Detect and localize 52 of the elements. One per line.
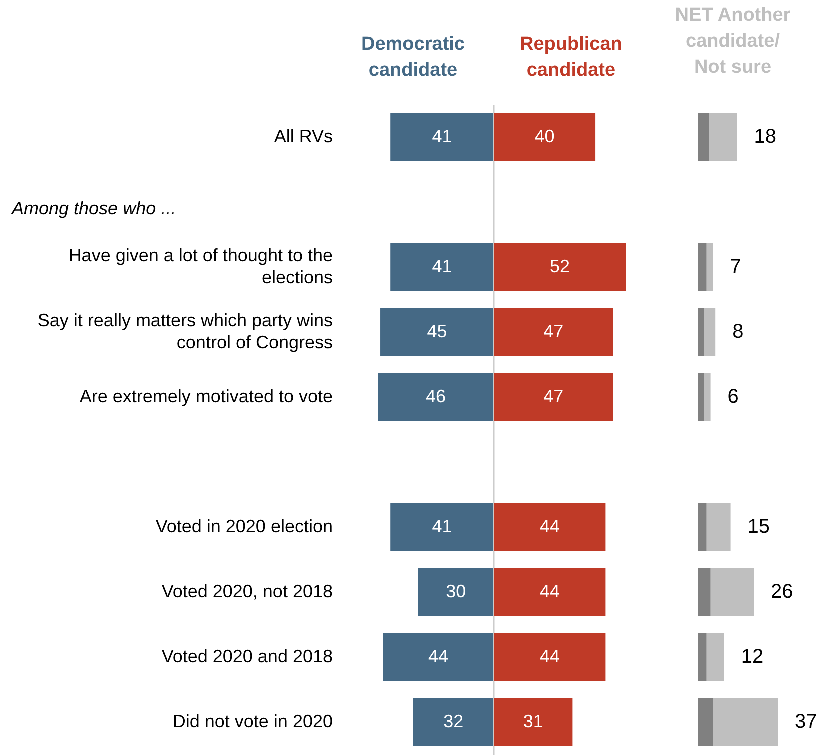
annotation: 15 xyxy=(748,516,770,538)
bar xyxy=(706,633,724,682)
bar xyxy=(704,373,711,422)
y-tick-label: Have given a lot of thought to the elections xyxy=(68,246,333,288)
data-label: 46 xyxy=(426,386,446,406)
chart-title: NET Another candidate/ Not sure xyxy=(674,4,792,80)
annotation: 7 xyxy=(730,256,742,278)
y-tick-label: Say it really matters which party wins control of Congress xyxy=(38,310,333,352)
data-label: 41 xyxy=(432,256,452,276)
data-label: 45 xyxy=(427,321,448,342)
annotation: 6 xyxy=(728,386,739,408)
data-label: 40 xyxy=(534,126,555,146)
annotation: 26 xyxy=(771,581,794,604)
bar xyxy=(706,503,731,552)
series-label: Democratic candidate xyxy=(362,33,465,83)
bar xyxy=(706,243,714,292)
annotation: 8 xyxy=(732,321,744,344)
bar xyxy=(698,633,707,682)
data-label: 44 xyxy=(428,646,449,666)
y-tick-label: Voted 2020 and 2018 xyxy=(162,646,333,666)
text: 37 xyxy=(795,711,818,734)
y-tick-label: Are extremely motivated to vote xyxy=(80,386,333,406)
annotation: 12 xyxy=(741,646,764,668)
y-tick-label: All RVs xyxy=(274,126,333,146)
bar xyxy=(698,113,710,162)
annotation: 18 xyxy=(754,126,776,148)
data-label: 44 xyxy=(540,646,560,666)
y-tick-label: Did not vote in 2020 xyxy=(172,711,333,732)
data-label: 52 xyxy=(550,256,570,276)
data-label: 41 xyxy=(432,516,452,536)
bar xyxy=(698,373,704,422)
data-label: 41 xyxy=(432,126,452,146)
y-tick-label: Voted in 2020 election xyxy=(156,516,333,536)
data-label: 47 xyxy=(544,386,564,406)
bar xyxy=(704,308,716,357)
bar xyxy=(709,113,738,162)
data-label: 47 xyxy=(544,321,564,342)
y-tick-label: Voted 2020, not 2018 xyxy=(162,581,333,602)
series-label: Republican candidate xyxy=(520,33,622,83)
data-label: 30 xyxy=(446,581,466,602)
bar xyxy=(698,503,707,552)
bar xyxy=(698,243,707,292)
data-label: 32 xyxy=(444,711,464,732)
bar xyxy=(713,698,778,747)
bar xyxy=(698,698,714,747)
bar xyxy=(698,308,704,357)
bar xyxy=(710,568,754,617)
data-label: 31 xyxy=(523,711,544,732)
data-label: 44 xyxy=(540,516,560,536)
bar xyxy=(698,568,711,617)
text: Among those who ... xyxy=(11,198,176,218)
data-label: 44 xyxy=(540,581,560,602)
